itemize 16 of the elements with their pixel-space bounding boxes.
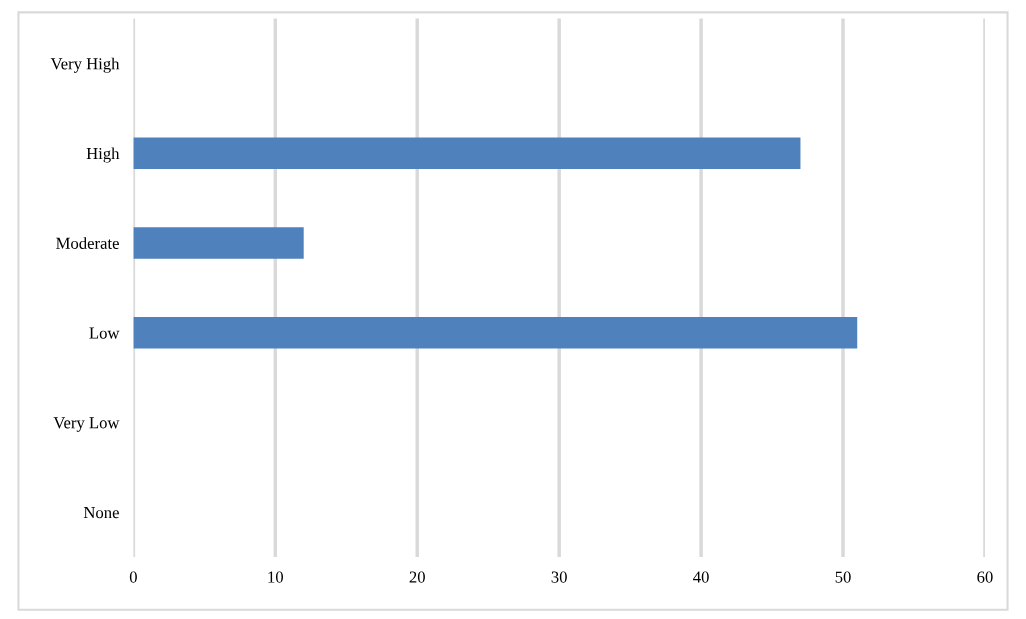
y-tick-label: High bbox=[86, 147, 120, 163]
y-tick-label: None bbox=[83, 507, 119, 519]
x-tick-label: 40 bbox=[693, 571, 709, 583]
y-tick-label: Moderate bbox=[56, 237, 119, 249]
x-tick-label: 50 bbox=[835, 571, 851, 583]
x-tick-label: 10 bbox=[268, 571, 284, 583]
x-tick-label: 0 bbox=[129, 571, 137, 583]
bar bbox=[133, 317, 858, 349]
y-tick-label: Very High bbox=[50, 57, 120, 73]
bar bbox=[133, 137, 801, 169]
bar bbox=[133, 227, 304, 259]
x-tick-label: 20 bbox=[409, 571, 425, 583]
y-tick-label: Low bbox=[89, 327, 120, 339]
x-tick-label: 30 bbox=[551, 571, 567, 583]
y-tick-label: Very Low bbox=[53, 417, 120, 432]
x-tick-label: 60 bbox=[977, 571, 993, 583]
